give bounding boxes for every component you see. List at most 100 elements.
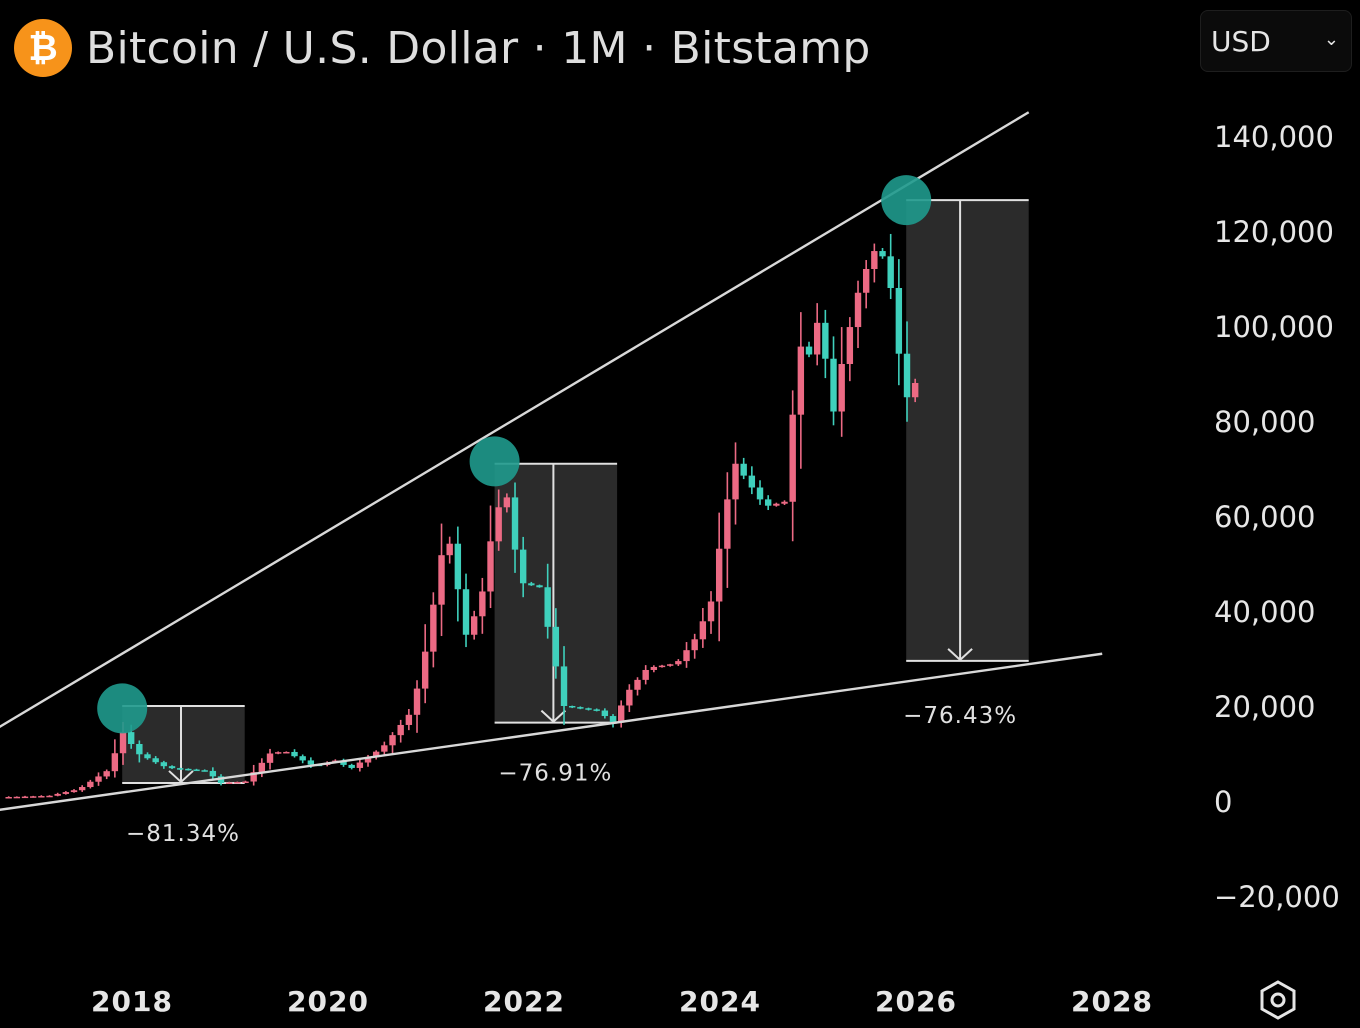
- candle-body-down: [160, 762, 168, 767]
- y-axis-tick-label: 100,000: [1214, 310, 1334, 344]
- candle-body-up: [356, 762, 364, 768]
- x-axis-tick-label: 2026: [875, 985, 957, 1018]
- candle-body-down: [528, 583, 535, 586]
- candle-body-down: [168, 766, 176, 769]
- chevron-down-icon: ⌄: [1323, 29, 1339, 50]
- candle-body-down: [552, 626, 560, 667]
- candle-body-up: [29, 796, 37, 798]
- candle-body-down: [903, 353, 911, 398]
- candle-body-up: [675, 661, 682, 665]
- candle-body-up: [258, 762, 266, 773]
- candle-body-up: [381, 745, 388, 752]
- candle-body-down: [519, 549, 527, 584]
- candle-body-down: [127, 732, 135, 744]
- candle-body-up: [446, 543, 453, 556]
- candle-body-down: [299, 756, 306, 761]
- x-axis-tick-label: 2028: [1071, 985, 1153, 1018]
- bitcoin-logo-icon: ₿: [14, 19, 72, 77]
- candle-body-down: [209, 770, 217, 777]
- symbol-title[interactable]: Bitcoin / U.S. Dollar · 1M · Bitstamp: [86, 22, 871, 74]
- x-axis-tick-label: 2020: [287, 985, 369, 1018]
- candle-body-up: [650, 666, 658, 670]
- candle-body-up: [111, 753, 119, 772]
- candle-body-up: [789, 414, 796, 502]
- candle-body-up: [732, 463, 739, 500]
- candle-body-up: [250, 772, 257, 782]
- candle-body-up: [38, 796, 45, 798]
- candle-body-up: [699, 621, 707, 640]
- candle-body-down: [291, 751, 298, 757]
- candle-body-up: [438, 555, 445, 605]
- candle-body-up: [225, 782, 233, 784]
- candle-body-down: [193, 769, 200, 772]
- candle-body-up: [797, 346, 805, 415]
- candle-body-down: [577, 707, 584, 709]
- candle-body-up: [62, 792, 70, 794]
- drawdown-label: −81.34%: [126, 821, 240, 847]
- peak-marker: [881, 175, 932, 226]
- candle-body-up: [487, 541, 494, 592]
- candle-body-down: [609, 716, 617, 723]
- x-axis-tick-label: 2018: [91, 985, 173, 1018]
- candle-body-down: [756, 487, 764, 500]
- lower-trendline: [0, 652, 1103, 811]
- candle-body-up: [781, 501, 788, 504]
- candle-body-up: [266, 753, 274, 763]
- candle-body-up: [372, 751, 380, 758]
- candle-body-up: [495, 507, 502, 542]
- drawdown-arrow-head: [947, 648, 973, 662]
- candle-body-up: [846, 327, 854, 364]
- candle-body-down: [454, 543, 462, 590]
- upper-trendline: [0, 111, 1030, 729]
- candle-body-down: [511, 497, 519, 550]
- candle-body-down: [585, 708, 592, 710]
- candle-body-up: [46, 795, 53, 798]
- candle-body-up: [13, 796, 21, 799]
- candle-body-up: [813, 322, 821, 355]
- drawdown-label: −76.91%: [498, 761, 612, 787]
- drawdown-box: [906, 200, 1029, 661]
- candle-body-up: [103, 771, 110, 777]
- candle-body-up: [389, 735, 396, 746]
- candle-body-down: [536, 585, 543, 588]
- candle-body-down: [822, 322, 829, 359]
- candle-body-up: [871, 251, 878, 269]
- candle-body-up: [405, 714, 413, 725]
- candle-body-up: [430, 604, 437, 652]
- candle-body-up: [862, 269, 870, 293]
- candle-body-down: [560, 666, 568, 706]
- candle-body-up: [413, 688, 421, 715]
- currency-dropdown[interactable]: USD ⌄: [1200, 10, 1352, 72]
- candle-body-up: [397, 724, 404, 736]
- candle-body-down: [144, 754, 151, 759]
- candle-body-up: [854, 292, 862, 328]
- candle-body-down: [462, 589, 470, 635]
- candle-body-down: [887, 256, 894, 288]
- y-axis-tick-label: 40,000: [1214, 595, 1315, 629]
- candle-body-down: [740, 463, 747, 476]
- peak-marker: [469, 436, 520, 487]
- y-axis-tick-label: 20,000: [1214, 690, 1315, 724]
- settings-hexagon-icon[interactable]: [1256, 978, 1300, 1022]
- candle-body-up: [274, 752, 282, 754]
- candle-body-down: [185, 768, 192, 771]
- candle-body-up: [773, 503, 780, 506]
- candle-body-up: [5, 797, 12, 799]
- candle-body-down: [568, 706, 576, 708]
- currency-label: USD: [1211, 24, 1271, 58]
- candle-body-up: [707, 601, 715, 622]
- candle-body-up: [242, 781, 249, 784]
- candle-body-down: [805, 346, 813, 355]
- candle-body-up: [479, 591, 486, 617]
- candle-body-up: [54, 793, 61, 796]
- candle-body-down: [830, 358, 837, 412]
- chart-header: ₿ Bitcoin / U.S. Dollar · 1M · Bitstamp: [14, 16, 871, 80]
- candle-body-up: [234, 782, 241, 784]
- candle-body-up: [95, 776, 102, 782]
- candle-body-up: [838, 364, 845, 412]
- candle-body-up: [21, 796, 29, 799]
- candle-body-up: [421, 651, 429, 689]
- x-axis-tick-label: 2022: [483, 985, 565, 1018]
- candle-body-up: [470, 616, 478, 635]
